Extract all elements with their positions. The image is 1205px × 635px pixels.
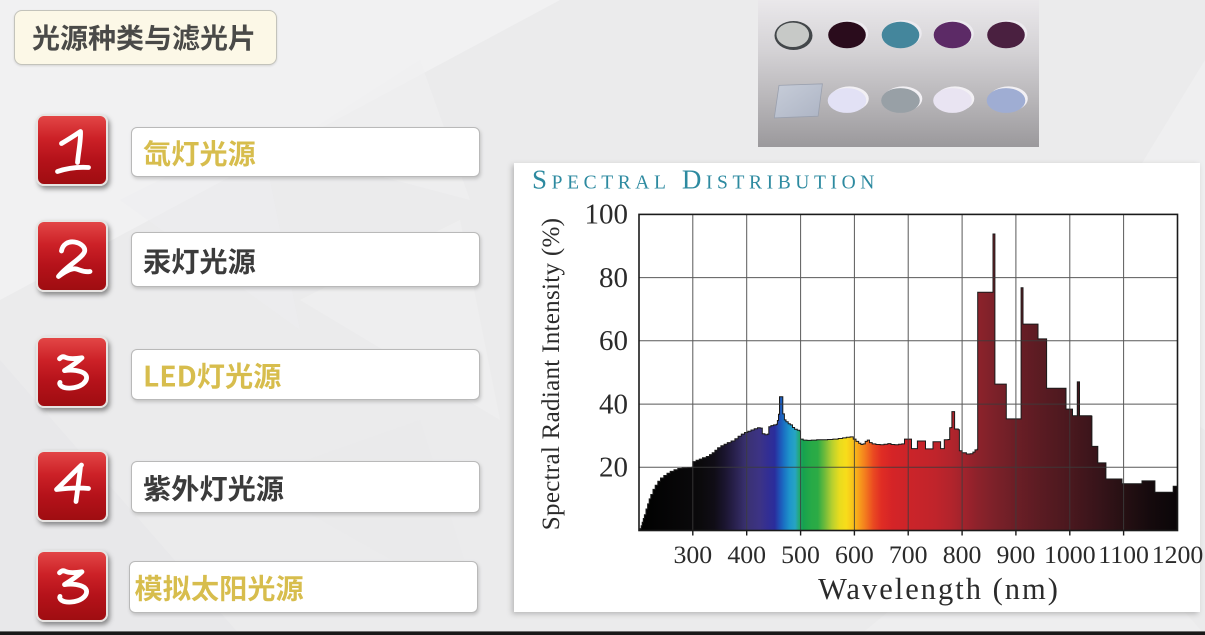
svg-text:40: 40 <box>599 388 628 420</box>
svg-text:400: 400 <box>727 540 766 569</box>
svg-text:800: 800 <box>943 540 982 569</box>
svg-text:80: 80 <box>599 262 628 294</box>
svg-text:1000: 1000 <box>1044 540 1096 569</box>
svg-text:Spectral Radiant Intensity (%): Spectral Radiant Intensity (%) <box>538 218 565 530</box>
svg-text:Wavelength (nm): Wavelength (nm) <box>818 572 1060 606</box>
svg-text:600: 600 <box>835 540 874 569</box>
svg-text:1200: 1200 <box>1152 540 1203 569</box>
svg-text:700: 700 <box>889 540 928 569</box>
svg-text:20: 20 <box>599 452 628 484</box>
svg-text:1100: 1100 <box>1098 540 1149 569</box>
svg-text:100: 100 <box>585 199 629 231</box>
svg-text:60: 60 <box>599 325 628 357</box>
svg-text:300: 300 <box>673 540 712 569</box>
svg-text:900: 900 <box>997 540 1036 569</box>
svg-text:500: 500 <box>781 540 820 569</box>
